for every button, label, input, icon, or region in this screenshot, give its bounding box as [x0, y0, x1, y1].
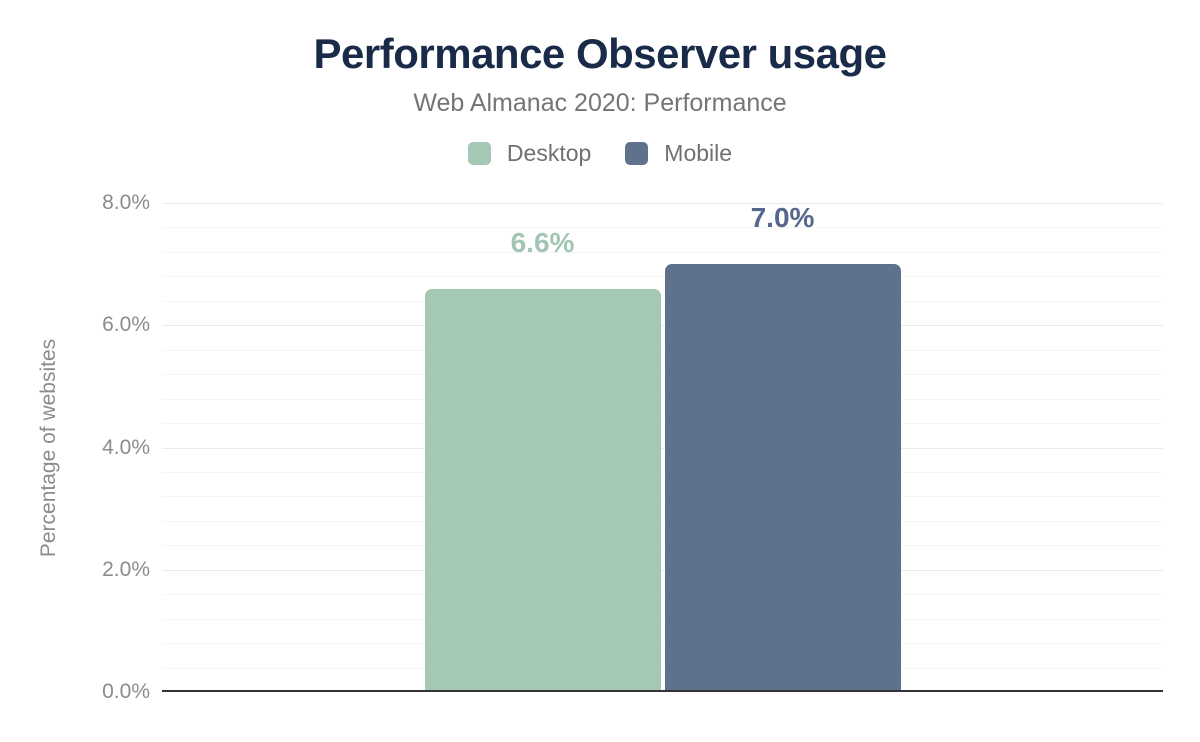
y-tick-label: 4.0%: [102, 435, 150, 459]
legend-item-desktop[interactable]: Desktop: [467, 139, 592, 166]
minor-gridline: [162, 227, 1163, 229]
y-tick-label: 6.0%: [102, 313, 150, 337]
bar-desktop[interactable]: [424, 288, 661, 692]
minor-gridline: [162, 618, 1163, 620]
desktop-color-swatch: [467, 141, 491, 165]
major-gridline: [162, 447, 1163, 449]
chart-title: Performance Observer usage: [313, 30, 887, 77]
plot-area: 6.6% 7.0%: [162, 203, 1163, 692]
minor-gridline: [162, 520, 1163, 522]
y-axis-tick-labels: 0.0% 2.0% 4.0% 6.0% 8.0%: [0, 192, 150, 703]
major-gridline: [162, 203, 1163, 204]
mobile-color-swatch: [625, 141, 649, 165]
minor-gridline: [162, 643, 1163, 645]
legend: Desktop Mobile: [0, 140, 1200, 166]
x-axis-line: [162, 690, 1163, 692]
minor-gridline: [162, 349, 1163, 351]
legend-label-desktop: Desktop: [506, 139, 592, 166]
minor-gridline: [162, 276, 1163, 278]
minor-gridline: [162, 594, 1163, 596]
minor-gridline: [162, 300, 1163, 302]
minor-gridline: [162, 374, 1163, 376]
bar-mobile[interactable]: [664, 264, 901, 692]
minor-gridline: [162, 545, 1163, 547]
bar-value-label-desktop: 6.6%: [510, 226, 575, 258]
minor-gridline: [162, 398, 1163, 400]
legend-label-mobile: Mobile: [664, 139, 733, 166]
minor-gridline: [162, 251, 1163, 253]
minor-gridline: [162, 423, 1163, 424]
legend-item-mobile[interactable]: Mobile: [625, 139, 733, 166]
minor-gridline: [162, 472, 1163, 473]
minor-gridline: [162, 496, 1163, 498]
major-gridline: [162, 325, 1163, 327]
bar-value-label-mobile: 7.0%: [750, 202, 815, 234]
y-tick-label: 0.0%: [102, 680, 150, 703]
y-tick-label: 8.0%: [102, 191, 150, 214]
chart-subtitle: Web Almanac 2020: Performance: [413, 89, 787, 117]
minor-gridline: [162, 667, 1163, 669]
y-tick-label: 2.0%: [102, 557, 150, 581]
major-gridline: [162, 569, 1163, 571]
